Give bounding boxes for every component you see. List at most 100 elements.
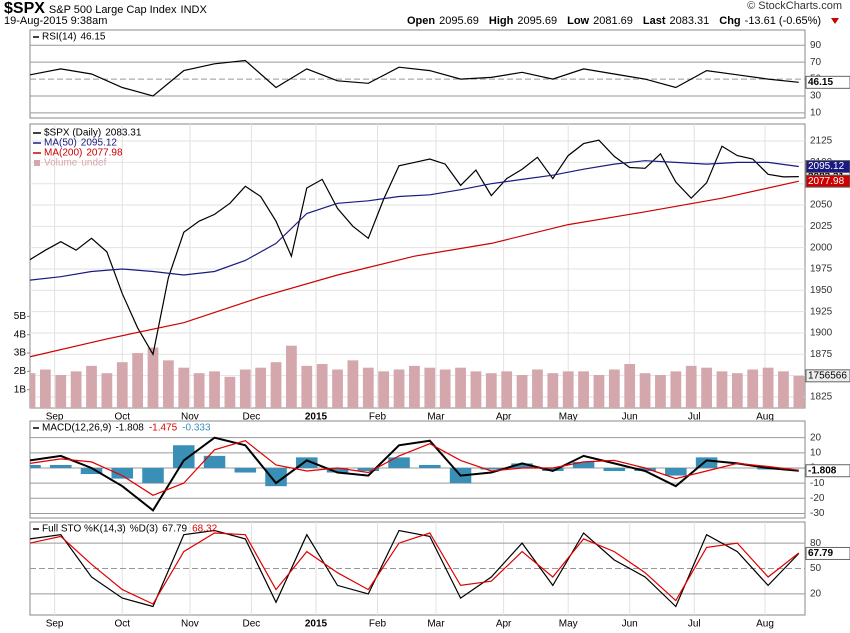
quote-label: Last	[642, 15, 666, 27]
down-arrow	[831, 18, 840, 24]
end-tag-label: 2077.98	[808, 176, 845, 187]
bar	[147, 347, 159, 408]
bar	[634, 467, 656, 472]
y-tick-label: 1900	[810, 328, 833, 339]
quote-value: 2083.31	[669, 15, 710, 27]
bar	[511, 463, 533, 468]
bar	[578, 371, 589, 408]
bar	[173, 445, 195, 468]
bar	[30, 373, 36, 408]
x-tick-label: Aug	[756, 619, 774, 630]
bar	[419, 464, 441, 468]
x-tick-label: Oct	[114, 619, 130, 630]
legend-name: RSI(14)	[42, 32, 76, 43]
bar	[239, 369, 251, 408]
x-tick-label: Feb	[369, 619, 387, 630]
bar	[424, 367, 436, 408]
y-tick-label: 10	[810, 447, 822, 458]
x-tick-label: 2015	[305, 619, 328, 630]
bar	[301, 365, 313, 408]
x-tick-label: Sep	[46, 619, 64, 630]
bar	[347, 360, 359, 408]
y-tick-label: 2050	[810, 200, 833, 211]
bar	[270, 362, 282, 408]
series-line	[30, 436, 799, 512]
end-tag-label: -1.808	[808, 465, 837, 476]
bar	[480, 467, 503, 470]
y2-tick-label: 1B	[14, 384, 27, 395]
x-tick-label: Oct	[114, 412, 130, 423]
y-tick-label: 2000	[810, 242, 833, 253]
x-tick-label: Dec	[243, 412, 261, 423]
y-tick-label: 20	[810, 432, 822, 443]
y-tick-label: 2025	[810, 221, 833, 232]
end-tag	[805, 75, 850, 89]
bar	[695, 457, 718, 468]
end-tag-label: 67.79	[808, 548, 833, 559]
series-line	[30, 532, 800, 605]
bar	[142, 467, 164, 484]
timestamp: 19-Aug-2015 9:38am	[4, 15, 108, 27]
legend-name: MA(50)	[44, 138, 77, 149]
y-tick-label: 80	[810, 538, 822, 549]
y2-tick-label: 5B	[14, 311, 27, 322]
bar	[388, 457, 410, 468]
bar	[55, 375, 67, 408]
symbol: $SPX	[4, 0, 45, 17]
x-tick-label: Mar	[427, 619, 445, 630]
bar	[132, 353, 144, 408]
series-line	[30, 59, 799, 97]
y-tick-label: -10	[810, 478, 825, 489]
bar	[455, 367, 466, 408]
x-tick-label: Jul	[688, 619, 701, 630]
legend-name: MACD(12,26,9)	[42, 423, 111, 434]
bar	[731, 373, 743, 408]
bar	[70, 371, 82, 408]
legend-value: -1.808	[115, 423, 144, 434]
bar	[655, 375, 666, 408]
plot	[30, 436, 805, 512]
series-line	[30, 440, 799, 496]
exchange: INDX	[180, 4, 207, 16]
bar	[265, 467, 287, 487]
bar	[30, 464, 41, 468]
y-tick-label: 1950	[810, 285, 833, 296]
legend-value: 2083.31	[105, 128, 142, 139]
y-tick-label: 70	[810, 57, 822, 68]
end-tag	[805, 369, 850, 383]
x-tick-label: Jul	[688, 412, 701, 423]
series-line	[30, 180, 799, 358]
bar	[296, 457, 318, 468]
panel	[29, 29, 806, 119]
x-tick-label: Dec	[243, 619, 261, 630]
x-tick-label: Aug	[756, 412, 774, 423]
legend-value: -0.333	[182, 423, 211, 434]
plot	[30, 59, 799, 97]
x-tick-label: Apr	[496, 412, 512, 423]
bar	[224, 376, 236, 408]
bar	[80, 467, 103, 475]
bar	[593, 375, 605, 408]
plot	[30, 139, 805, 408]
bar	[778, 371, 789, 408]
bar	[111, 467, 134, 479]
bar	[608, 369, 620, 408]
bar	[501, 371, 513, 408]
end-tag	[805, 160, 850, 174]
x-tick-label: Apr	[496, 619, 512, 630]
legend-name: $SPX (Daily)	[44, 128, 101, 139]
y-tick-label: 30	[810, 91, 822, 102]
quote-label: Chg	[719, 15, 741, 27]
bar	[516, 375, 528, 408]
legend-value: 67.79	[162, 524, 187, 535]
end-tag-label: 46.15	[808, 77, 833, 88]
y-tick-label: 50	[810, 563, 822, 574]
legend-value: 68.32	[192, 524, 217, 535]
bar	[326, 467, 349, 473]
y-tick-label: 2125	[810, 136, 833, 147]
bar	[409, 365, 420, 408]
quote-label: Low	[567, 15, 590, 27]
x-tick-label: May	[559, 412, 578, 423]
